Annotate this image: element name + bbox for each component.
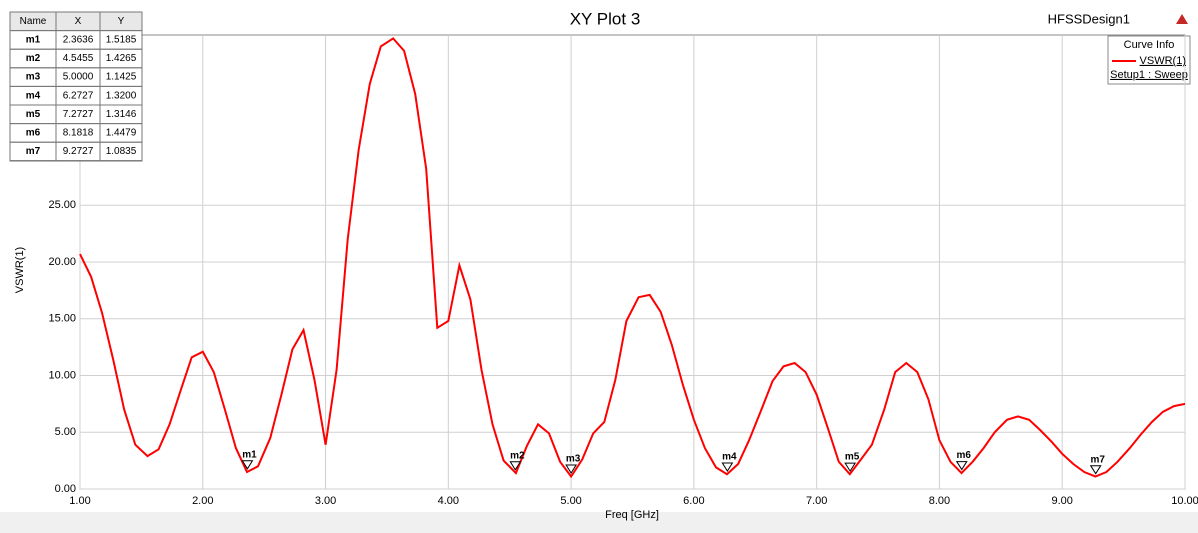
table-header: Y: [118, 16, 125, 27]
marker-label: m7: [1090, 454, 1105, 465]
table-cell-text: m1: [26, 35, 41, 46]
x-tick-label: 9.00: [1052, 495, 1073, 507]
x-tick-label: 7.00: [806, 495, 827, 507]
y-tick-label: 5.00: [55, 426, 76, 438]
y-tick-label: 15.00: [48, 313, 76, 325]
marker-label: m2: [510, 450, 525, 461]
x-tick-label: 5.00: [560, 495, 581, 507]
marker: [565, 464, 578, 474]
x-tick-label: 3.00: [315, 495, 336, 507]
y-tick-label: 10.00: [48, 369, 76, 381]
table-cell: [99, 141, 143, 162]
marker-label: m1: [242, 449, 257, 460]
marker: [955, 461, 968, 471]
table-cell-text: m2: [26, 53, 41, 64]
x-tick-label: 8.00: [929, 495, 950, 507]
x-tick-label: 10.00: [1171, 495, 1198, 507]
chart-title: XY Plot 3: [570, 9, 641, 28]
status-strip: [0, 512, 1198, 533]
table-cell-text: 7.2727: [63, 109, 94, 120]
y-tick-label: 0.00: [55, 483, 76, 495]
table-cell-text: 1.3146: [106, 109, 137, 120]
table-cell-text: 1.5185: [106, 35, 137, 46]
marker-label: m5: [845, 452, 860, 463]
table-cell-text: m4: [26, 90, 41, 101]
x-tick-label: 1.00: [69, 495, 90, 507]
table-cell-text: 2.3636: [63, 35, 94, 46]
marker: [241, 460, 254, 470]
table-cell-text: 1.0835: [106, 146, 137, 157]
table-cell-text: 1.4265: [106, 53, 137, 64]
marker: [509, 461, 522, 471]
legend-label: VSWR(1): [1140, 55, 1186, 67]
table-cell-text: 4.5455: [63, 53, 94, 64]
legend-box: [1107, 35, 1191, 85]
table-cell-text: 9.2727: [63, 146, 94, 157]
legend-title: Curve Info: [1124, 39, 1175, 51]
table-cell-text: m7: [26, 146, 41, 157]
x-axis-label: Freq [GHz]: [605, 509, 659, 521]
table-cell-text: m6: [26, 128, 41, 139]
table-cell-text: m3: [26, 72, 41, 83]
table-cell-text: 1.4479: [106, 128, 137, 139]
x-tick-label: 2.00: [192, 495, 213, 507]
logo: [1176, 14, 1188, 24]
y-tick-label: 25.00: [48, 199, 76, 211]
marker-label: m6: [957, 450, 972, 461]
data-line: [79, 37, 1186, 479]
marker-label: m3: [566, 454, 581, 465]
table-header: Name: [20, 16, 47, 27]
legend-subtitle: Setup1 : Sweep: [1110, 69, 1188, 81]
y-axis-label: VSWR(1): [14, 247, 26, 293]
table-cell-text: 1.1425: [106, 72, 137, 83]
table-header: X: [75, 16, 82, 27]
marker-label: m4: [722, 452, 737, 463]
marker: [721, 462, 734, 472]
design-name: HFSSDesign1: [1048, 11, 1130, 26]
table-cell-text: 6.2727: [63, 90, 94, 101]
table-cell-text: 5.0000: [63, 72, 94, 83]
x-tick-label: 4.00: [438, 495, 459, 507]
x-tick-label: 6.00: [683, 495, 704, 507]
marker: [1089, 465, 1102, 475]
y-tick-label: 20.00: [48, 256, 76, 268]
table-cell-text: 1.3200: [106, 90, 137, 101]
marker: [844, 462, 857, 473]
table-cell-text: 8.1818: [63, 128, 94, 139]
table-cell-text: m5: [26, 109, 41, 120]
